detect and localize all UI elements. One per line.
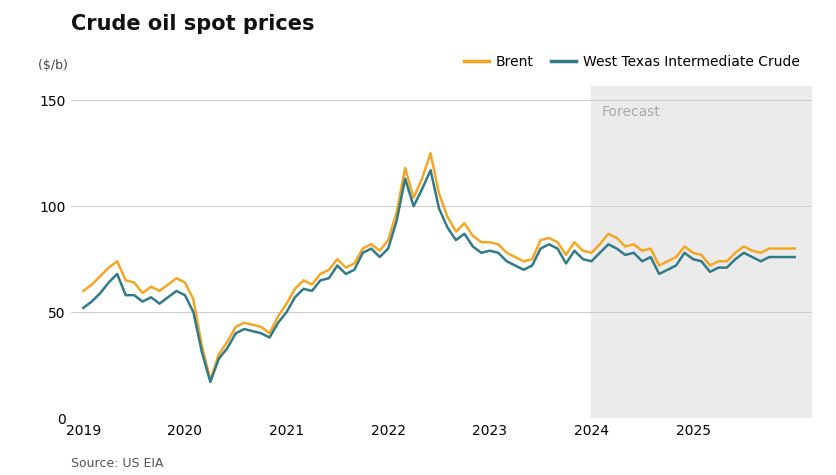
Text: Crude oil spot prices: Crude oil spot prices: [71, 14, 314, 34]
Text: Forecast: Forecast: [601, 104, 660, 119]
Bar: [591, 86, 811, 418]
Text: Source: US EIA: Source: US EIA: [71, 457, 164, 470]
Legend: Brent, West Texas Intermediate Crude: Brent, West Texas Intermediate Crude: [458, 49, 804, 74]
Text: (​$/b): (​$/b): [38, 59, 68, 72]
